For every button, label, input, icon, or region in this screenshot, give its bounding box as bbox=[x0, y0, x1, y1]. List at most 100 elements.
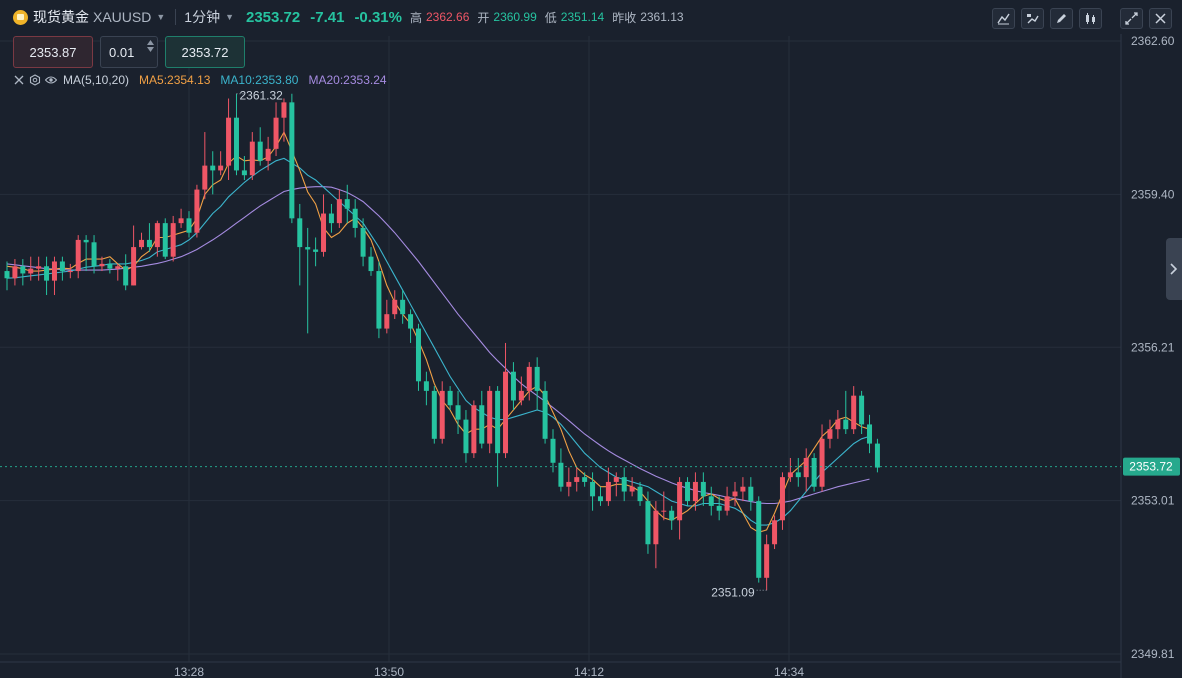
candle-body bbox=[423, 381, 429, 391]
candle-body bbox=[313, 249, 319, 252]
candle-body bbox=[75, 239, 81, 272]
increment-icon[interactable] bbox=[147, 40, 154, 45]
indicator-icon[interactable] bbox=[1021, 8, 1044, 29]
candle-body bbox=[131, 247, 137, 286]
symbol-header: 现货黄金 XAUUSD ▼ 1分钟 ▼ 2353.72 -7.41 -0.31%… bbox=[0, 0, 1182, 34]
candle-body bbox=[368, 256, 374, 272]
fullscreen-icon[interactable] bbox=[1120, 8, 1143, 29]
candle-body bbox=[408, 314, 414, 329]
quantity-stepper[interactable]: 0.01 bbox=[100, 36, 158, 68]
candle-body bbox=[257, 141, 263, 161]
interval-selector[interactable]: 1分钟 bbox=[184, 9, 221, 25]
candle-body bbox=[384, 314, 390, 329]
ma10-value: MA10:2353.80 bbox=[220, 73, 299, 87]
candle-body bbox=[621, 477, 627, 492]
y-tick-label: 2349.81 bbox=[1131, 647, 1175, 661]
y-tick-label: 2353.01 bbox=[1131, 494, 1175, 508]
last-price-axis-label: 2353.72 bbox=[1129, 460, 1173, 474]
remove-indicator-icon[interactable] bbox=[13, 74, 25, 86]
candle-body bbox=[241, 170, 247, 176]
candle-body bbox=[724, 496, 730, 511]
candle-body bbox=[321, 213, 327, 252]
candle-body bbox=[471, 405, 477, 454]
candle-body bbox=[605, 481, 611, 502]
candle-body bbox=[360, 227, 366, 257]
low-value: 2351.14 bbox=[560, 10, 605, 24]
quantity-value[interactable]: 0.01 bbox=[109, 44, 135, 60]
candle-body bbox=[811, 457, 817, 487]
chart-settings-icon[interactable] bbox=[992, 8, 1015, 29]
candle-body bbox=[352, 208, 358, 228]
candle-body bbox=[162, 223, 168, 257]
candle-body bbox=[843, 419, 849, 430]
candle-body bbox=[265, 148, 271, 161]
candle-body bbox=[123, 266, 129, 286]
candle-body bbox=[233, 117, 239, 171]
candle-body bbox=[67, 271, 73, 273]
candle-body bbox=[835, 419, 841, 430]
candle-body bbox=[305, 247, 311, 250]
price-change: -7.41 bbox=[310, 8, 345, 26]
candle-body bbox=[503, 371, 509, 454]
decrement-icon[interactable] bbox=[147, 47, 154, 52]
high-value: 2362.66 bbox=[425, 10, 470, 24]
y-tick-label: 2356.21 bbox=[1131, 340, 1175, 354]
indicator-settings-icon[interactable] bbox=[29, 74, 41, 86]
symbol-dropdown-icon[interactable]: ▼ bbox=[156, 12, 166, 22]
candle-body bbox=[542, 390, 548, 439]
candle-body bbox=[178, 218, 184, 224]
ma20-line bbox=[6, 186, 870, 505]
ma5-value: MA5:2354.13 bbox=[139, 73, 211, 87]
candle-body bbox=[756, 501, 762, 578]
candle-body bbox=[677, 481, 683, 521]
candle-body bbox=[661, 510, 667, 512]
buy-button[interactable]: 2353.72 bbox=[165, 36, 245, 68]
low-label: 低 bbox=[544, 10, 557, 25]
candle-body bbox=[582, 477, 588, 482]
candle-body bbox=[376, 271, 382, 329]
candle-body bbox=[99, 263, 105, 267]
ma5-line bbox=[6, 130, 870, 533]
candle-body bbox=[764, 544, 770, 578]
candle-body bbox=[803, 457, 809, 478]
candle-body bbox=[36, 266, 42, 269]
open-label: 开 bbox=[477, 10, 490, 25]
visibility-eye-icon[interactable] bbox=[45, 74, 57, 86]
candle-body bbox=[455, 405, 461, 420]
candle-body bbox=[613, 477, 619, 482]
y-tick-label: 2362.60 bbox=[1131, 34, 1175, 48]
side-panel-toggle[interactable] bbox=[1166, 238, 1182, 300]
quick-order-panel: 2353.87 0.01 2353.72 bbox=[13, 36, 245, 68]
candle-body bbox=[534, 366, 540, 391]
candle-body bbox=[708, 496, 714, 506]
min-price-label: 2351.09 bbox=[711, 585, 755, 599]
candle-body bbox=[328, 213, 334, 224]
candle-body bbox=[218, 165, 224, 171]
close-icon[interactable] bbox=[1149, 8, 1172, 29]
symbol-name[interactable]: 现货黄金 bbox=[33, 9, 89, 25]
candle-body bbox=[700, 481, 706, 497]
last-price: 2353.72 bbox=[246, 8, 301, 26]
candle-body bbox=[487, 390, 493, 444]
candle-body bbox=[867, 424, 873, 444]
divider bbox=[175, 9, 177, 25]
symbol-code[interactable]: XAUUSD bbox=[93, 9, 152, 25]
candle-body bbox=[439, 390, 445, 439]
interval-dropdown-icon[interactable]: ▼ bbox=[225, 12, 234, 22]
candle-body bbox=[740, 486, 746, 492]
candle-body bbox=[281, 102, 287, 118]
candle-style-icon[interactable] bbox=[1079, 8, 1102, 29]
candle-body bbox=[653, 510, 659, 545]
candle-body bbox=[629, 486, 635, 492]
sell-button[interactable]: 2353.87 bbox=[13, 36, 93, 68]
ma10-line bbox=[6, 157, 870, 526]
candle-body bbox=[566, 481, 572, 487]
candle-body bbox=[669, 510, 675, 521]
candle-body bbox=[518, 390, 524, 401]
draw-icon[interactable] bbox=[1050, 8, 1073, 29]
chevron-right-icon bbox=[1170, 263, 1178, 275]
candle-body bbox=[107, 263, 113, 269]
candle-body bbox=[336, 199, 342, 224]
candle-body bbox=[139, 239, 145, 248]
